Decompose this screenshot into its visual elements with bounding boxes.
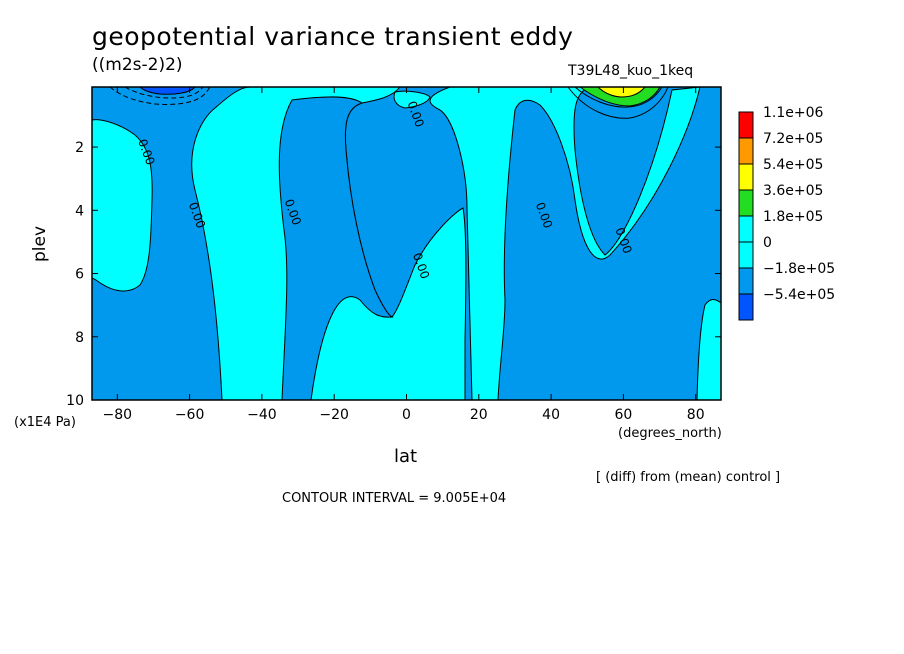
x-tick-label: 80 (687, 407, 705, 423)
run-id: T39L48_kuo_1keq (568, 63, 694, 79)
y-tick-label: 6 (75, 267, 84, 283)
y-axis: 2 4 6 8 10 (66, 140, 721, 409)
chart-units: ((m2s-2)2) (92, 55, 183, 75)
legend-label: 1.1e+06 (763, 105, 824, 121)
region-positive-yellow (596, 86, 647, 98)
chart-title: geopotential variance transient eddy (92, 22, 574, 51)
legend-swatch (738, 293, 754, 321)
x-tick-label: 0 (402, 407, 411, 423)
legend-label: 1.8e+05 (763, 209, 823, 225)
x-tick-label: 40 (542, 407, 560, 423)
x-axis-unit: (degrees_north) (618, 426, 722, 441)
contour-interval: CONTOUR INTERVAL = 9.005E+04 (282, 491, 507, 506)
x-axis-label: lat (394, 446, 418, 467)
diff-note: [ (diff) from (mean) control ] (596, 470, 781, 485)
y-tick-label: 2 (75, 140, 84, 156)
dashed-contour-1 (109, 86, 211, 106)
legend-swatch (738, 241, 754, 269)
x-tick-label: −40 (247, 407, 277, 423)
legend-swatch (738, 111, 754, 139)
y-tick-label: 8 (75, 330, 84, 346)
dashed-contour-2 (124, 86, 204, 99)
x-tick-label: 60 (614, 407, 632, 423)
contour-positive-1 (567, 86, 669, 119)
region-strong-negative (138, 86, 197, 95)
legend-label: −5.4e+05 (763, 287, 835, 303)
legend-label: 7.2e+05 (763, 131, 823, 147)
region-inner-blue (278, 96, 394, 401)
x-tick-label: −80 (103, 407, 133, 423)
legend-label: 0 (763, 235, 772, 251)
legend-label: −1.8e+05 (763, 261, 835, 277)
legend-swatch (738, 189, 754, 217)
legend-label: 3.6e+05 (763, 183, 823, 199)
region-top-sliver (393, 90, 431, 109)
x-tick-label: 20 (470, 407, 488, 423)
region-right (429, 86, 701, 401)
region-south-blob (91, 119, 153, 292)
legend-swatch (738, 163, 754, 191)
y-axis-unit: (x1E4 Pa) (14, 415, 76, 430)
contour-positive-2 (574, 86, 663, 108)
y-tick-label: 4 (75, 203, 84, 219)
contour-regions (91, 86, 722, 401)
x-axis: −80 −60 −40 −20 0 20 40 60 80 (103, 87, 705, 423)
x-tick-label: −60 (175, 407, 205, 423)
legend-label: 5.4e+05 (763, 157, 823, 173)
x-tick-label: −20 (319, 407, 349, 423)
legend-swatch (738, 137, 754, 165)
y-axis-label: plev (30, 225, 50, 262)
y-tick-label: 10 (66, 393, 84, 409)
legend-swatch (738, 267, 754, 295)
legend: 1.1e+06 7.2e+05 5.4e+05 3.6e+05 1.8e+05 0 −1.8… (738, 105, 835, 321)
legend-swatch (738, 215, 754, 243)
